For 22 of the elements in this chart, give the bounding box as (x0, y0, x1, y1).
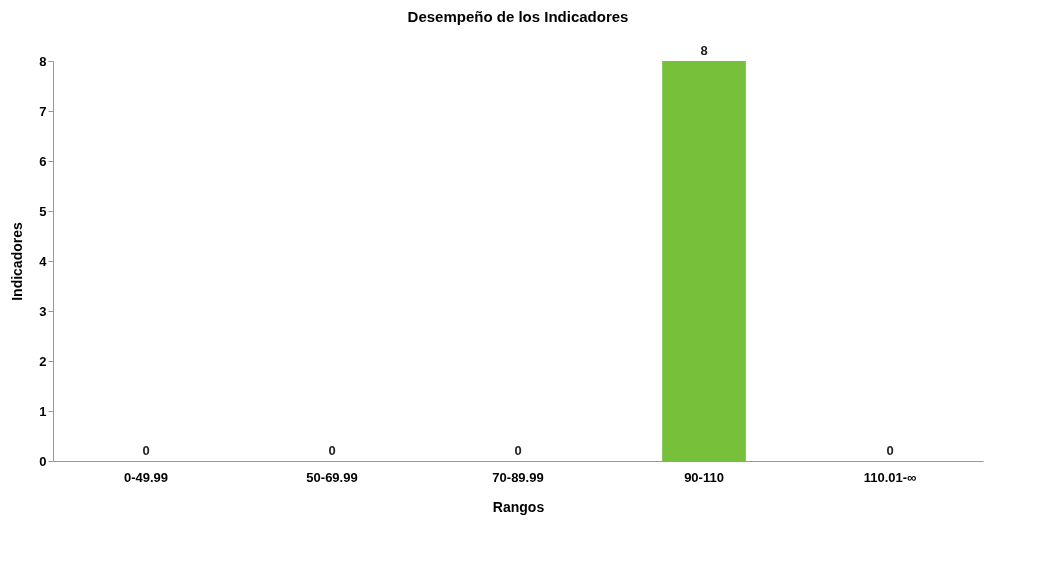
x-tick-label: 50-69.99 (306, 469, 358, 485)
y-tick-label: 7 (39, 103, 47, 119)
data-label: 0 (514, 443, 522, 458)
x-axis-title: Rangos (492, 498, 545, 515)
y-tick-label: 8 (39, 53, 47, 69)
x-tick-label: 70-89.99 (492, 469, 544, 485)
y-tick-label: 5 (39, 203, 47, 219)
y-tick-label: 0 (39, 453, 47, 469)
data-label: 0 (142, 443, 150, 458)
data-label: 0 (886, 443, 894, 458)
y-tick-label: 3 (39, 303, 47, 319)
y-tick-label: 4 (39, 253, 48, 269)
y-tick-label: 6 (39, 153, 47, 169)
x-tick-label: 0-49.99 (123, 469, 169, 485)
x-tick-label: 110.01-∞ (863, 469, 917, 485)
data-label: 8 (700, 43, 708, 58)
y-axis-title: Indicadores (9, 222, 26, 301)
chart-title: Desempeño de los Indicadores (407, 8, 629, 25)
x-tick-label: 90-110 (684, 469, 724, 485)
data-label: 0 (328, 443, 336, 458)
y-tick-label: 2 (39, 353, 47, 369)
y-tick-label: 1 (39, 403, 47, 419)
